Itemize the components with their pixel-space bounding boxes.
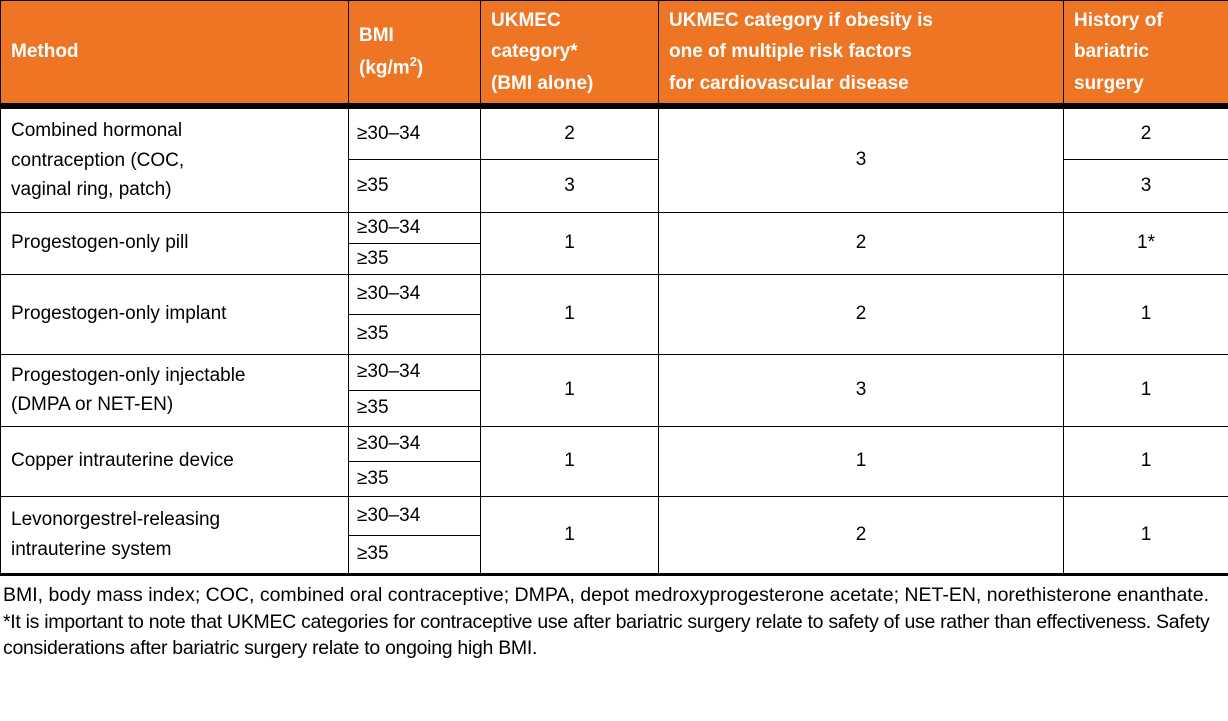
table-row: ≥35 xyxy=(1,313,1228,355)
cvd-cell: 1 xyxy=(658,425,1064,497)
ukmec-cell: 1 xyxy=(480,425,659,497)
history-cell: 3 xyxy=(1063,158,1228,213)
bmi-cell: ≥30–34 xyxy=(348,353,481,391)
table-row: Copper intrauterine device ≥30–34 1 1 1 xyxy=(0,425,1228,497)
table-row: ≥35 3 3 xyxy=(1,158,1228,213)
history-cell: 1* xyxy=(1063,211,1228,275)
table-row: Combined hormonal contraception (COC, va… xyxy=(0,105,1228,213)
history-cell: 2 xyxy=(1063,105,1228,160)
cvd-cell: 2 xyxy=(658,211,1064,275)
asterisk-footnote: *It is important to note that UKMEC cate… xyxy=(3,611,1210,660)
ukmec-cell: 1 xyxy=(480,273,659,355)
table-body: Combined hormonal contraception (COC, va… xyxy=(0,105,1228,575)
bmi-header-unit-close: ) xyxy=(416,57,424,79)
history-cell: 1 xyxy=(1063,353,1228,427)
bmi-cell: ≥30–34 xyxy=(348,425,481,462)
cvd-cell: 3 xyxy=(658,105,1064,213)
bmi-cell: ≥35 xyxy=(348,313,481,355)
bmi-cell: ≥35 xyxy=(348,389,481,427)
bmi-cell: ≥35 xyxy=(348,534,481,575)
col-header-method: Method xyxy=(0,0,349,110)
ukmec-cell: 1 xyxy=(480,353,659,427)
method-cell: Progestogen-only pill xyxy=(0,211,349,275)
bmi-cell: ≥30–34 xyxy=(348,273,481,315)
cvd-cell: 3 xyxy=(658,353,1064,427)
table-row: ≥35 xyxy=(1,460,1228,497)
bmi-header-superscript: 2 xyxy=(409,54,417,70)
ukmec-cell: 2 xyxy=(480,105,659,160)
method-cell: Copper intrauterine device xyxy=(0,425,349,497)
table-row: Progestogen-only pill ≥30–34 1 2 1* xyxy=(0,211,1228,275)
bmi-cell: ≥30–34 xyxy=(348,105,481,160)
ukmec-cell: 3 xyxy=(480,158,659,213)
ukmec-cell: 1 xyxy=(480,211,659,275)
bmi-cell: ≥30–34 xyxy=(348,495,481,536)
col-header-cvd-risk: UKMEC category if obesity is one of mult… xyxy=(658,0,1064,110)
method-cell: Combined hormonal contraception (COC, va… xyxy=(0,105,349,213)
table-row: Levonorgestrel-releasing intrauterine sy… xyxy=(0,495,1228,575)
col-header-ukmec-category: UKMEC category* (BMI alone) xyxy=(480,0,659,110)
abbreviations-note: BMI, body mass index; COC, combined oral… xyxy=(3,583,1209,606)
method-cell: Progestogen-only implant xyxy=(0,273,349,355)
bmi-cell: ≥35 xyxy=(348,242,481,275)
cvd-cell: 2 xyxy=(658,273,1064,355)
history-cell: 1 xyxy=(1063,495,1228,575)
table-row: Progestogen-only injectable (DMPA or NET… xyxy=(0,353,1228,427)
bmi-cell: ≥35 xyxy=(348,158,481,213)
table-row: ≥35 xyxy=(1,389,1228,427)
col-header-bariatric-history: History of bariatric surgery xyxy=(1063,0,1228,110)
method-cell: Progestogen-only injectable (DMPA or NET… xyxy=(0,353,349,427)
table-footnotes: BMI, body mass index; COC, combined oral… xyxy=(0,576,1228,663)
bmi-cell: ≥35 xyxy=(348,460,481,497)
history-cell: 1 xyxy=(1063,425,1228,497)
history-cell: 1 xyxy=(1063,273,1228,355)
method-cell: Levonorgestrel-releasing intrauterine sy… xyxy=(0,495,349,575)
table-row: Progestogen-only implant ≥30–34 1 2 1 xyxy=(0,273,1228,355)
cvd-cell: 2 xyxy=(658,495,1064,575)
bmi-header-line1: BMI xyxy=(359,25,394,46)
col-header-bmi: BMI (kg/m2) xyxy=(348,0,481,110)
table-header: Method BMI (kg/m2) UKMEC category* (BMI … xyxy=(0,0,1228,110)
header-row: Method BMI (kg/m2) UKMEC category* (BMI … xyxy=(0,0,1228,110)
bmi-header-unit-open: (kg/m xyxy=(359,57,410,79)
table-row: ≥35 xyxy=(1,534,1228,575)
ukmec-cell: 1 xyxy=(480,495,659,575)
ukmec-bmi-table: Method BMI (kg/m2) UKMEC category* (BMI … xyxy=(0,0,1228,576)
bmi-cell: ≥30–34 xyxy=(348,211,481,244)
